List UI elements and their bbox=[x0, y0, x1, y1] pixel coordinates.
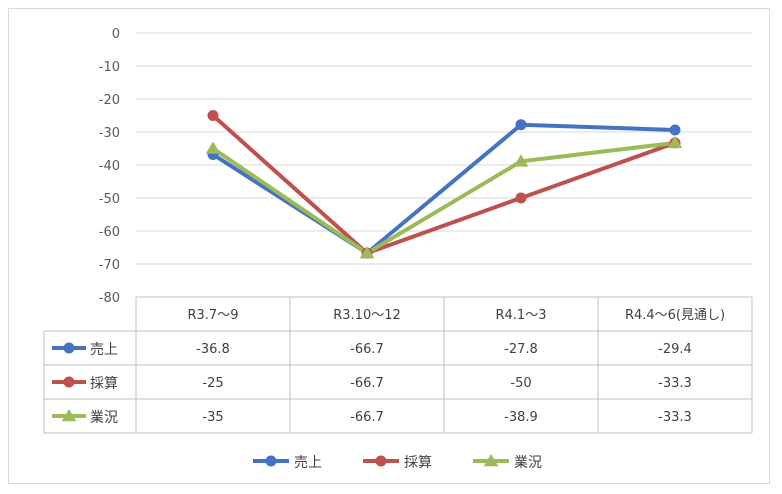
legend-label: 採算 bbox=[404, 455, 432, 471]
table-value: -36.8 bbox=[196, 342, 230, 357]
table-value: -27.8 bbox=[504, 342, 538, 357]
data-point bbox=[359, 246, 375, 259]
table-legend-marker bbox=[63, 376, 75, 388]
data-point bbox=[513, 154, 529, 167]
table-value: -66.7 bbox=[350, 410, 384, 425]
y-tick-label: -20 bbox=[99, 93, 120, 108]
y-tick-label: -80 bbox=[99, 291, 120, 306]
table-series-name: 採算 bbox=[90, 376, 118, 392]
data-point bbox=[205, 141, 221, 154]
series-line bbox=[211, 122, 676, 256]
data-point bbox=[669, 124, 681, 136]
legend-marker bbox=[483, 454, 499, 467]
table-legend-marker bbox=[63, 342, 75, 354]
table-value: -38.9 bbox=[504, 410, 538, 425]
data-point bbox=[515, 192, 527, 204]
data-point bbox=[667, 135, 683, 149]
y-tick-label: -60 bbox=[99, 225, 120, 240]
legend-marker bbox=[265, 455, 277, 467]
legend-label: 売上 bbox=[294, 455, 322, 471]
table-legend-marker bbox=[61, 409, 77, 422]
data-point bbox=[515, 119, 527, 131]
category-label: R3.10～12 bbox=[333, 308, 401, 323]
series-line bbox=[211, 140, 676, 256]
table-value: -33.3 bbox=[658, 410, 692, 425]
legend-label: 業況 bbox=[514, 455, 542, 471]
category-label: R4.1～3 bbox=[496, 308, 547, 323]
data-point bbox=[207, 110, 219, 121]
y-tick-label: -10 bbox=[99, 60, 120, 75]
table-value: -66.7 bbox=[350, 342, 384, 357]
table-series-name: 業況 bbox=[90, 410, 118, 426]
y-tick-label: -50 bbox=[99, 192, 120, 207]
table-value: -33.3 bbox=[658, 376, 692, 391]
table-value: -25 bbox=[202, 376, 223, 391]
y-tick-label: -30 bbox=[99, 126, 120, 141]
y-tick-label: -70 bbox=[99, 258, 120, 273]
table-value: -29.4 bbox=[658, 342, 692, 357]
table-value: -35 bbox=[202, 410, 223, 425]
category-label: R3.7～9 bbox=[188, 308, 239, 323]
table-value: -66.7 bbox=[350, 376, 384, 391]
legend-marker bbox=[375, 455, 387, 467]
series-line bbox=[211, 114, 676, 256]
y-tick-label: 0 bbox=[112, 27, 120, 42]
y-tick-label: -40 bbox=[99, 159, 120, 174]
table-series-name: 売上 bbox=[90, 342, 118, 358]
table-value: -50 bbox=[510, 376, 531, 391]
category-label: R4.4～6(見通し) bbox=[625, 308, 725, 323]
